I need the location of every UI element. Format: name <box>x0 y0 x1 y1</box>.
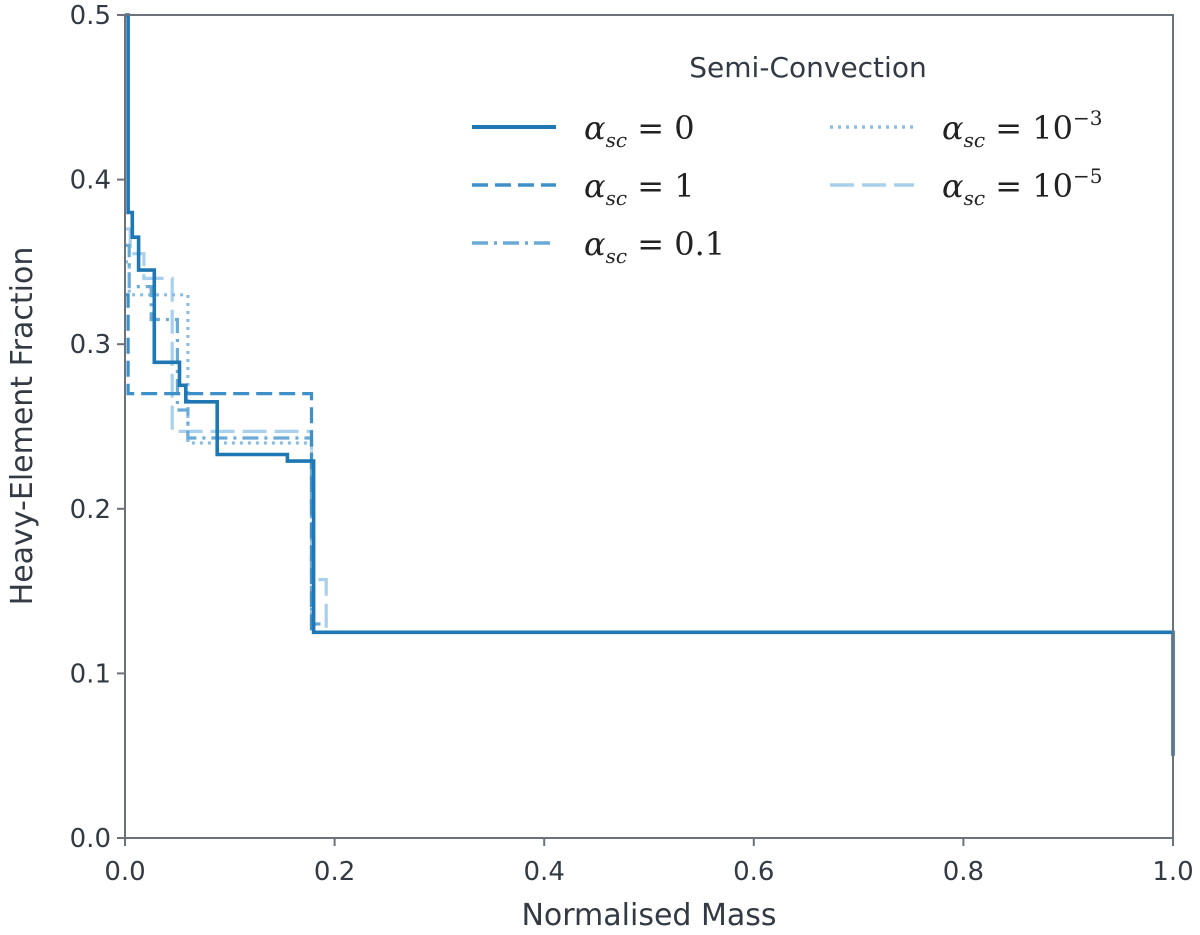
legend-subscript: sc <box>964 186 985 210</box>
legend-label: αsc = 10−3 <box>942 106 1102 152</box>
series-line <box>125 243 1173 634</box>
legend-title: Semi-Convection <box>689 51 926 84</box>
legend-equals: = <box>985 167 1032 205</box>
legend-subscript: sc <box>606 128 627 152</box>
series-line <box>125 13 1175 756</box>
legend-alpha: α <box>584 167 606 205</box>
legend-alpha: α <box>584 225 606 263</box>
series-line <box>125 227 1173 634</box>
legend-equals: = <box>627 109 674 147</box>
legend-value: 0 <box>674 109 694 147</box>
y-tick-label: 0.0 <box>70 824 111 854</box>
legend-label: αsc = 10−5 <box>942 164 1102 210</box>
x-tick-label: 0.8 <box>943 857 984 887</box>
y-tick-label: 0.5 <box>70 1 111 31</box>
legend-alpha: α <box>942 109 964 147</box>
y-tick-label: 0.2 <box>70 495 111 525</box>
legend-value: 10 <box>1032 109 1073 147</box>
legend-alpha: α <box>942 167 964 205</box>
x-tick-label: 1.0 <box>1152 857 1193 887</box>
legend-value: 10 <box>1032 167 1073 205</box>
legend-value: 1 <box>674 167 694 205</box>
legend-label: αsc = 0.1 <box>584 225 725 268</box>
legend-value: 0.1 <box>674 225 725 263</box>
plot-area <box>125 15 1173 838</box>
series-lines <box>125 13 1175 756</box>
y-tick-label: 0.1 <box>70 659 111 689</box>
legend-equals: = <box>627 225 674 263</box>
y-axis-title: Heavy-Element Fraction <box>5 247 40 606</box>
legend-exponent: −3 <box>1073 106 1102 130</box>
legend-exponent: −5 <box>1073 164 1102 188</box>
legend-label: αsc = 0 <box>584 109 695 152</box>
plot-frame <box>124 14 1174 839</box>
x-tick-label: 0.4 <box>524 857 565 887</box>
legend-label: αsc = 1 <box>584 167 695 210</box>
legend-equals: = <box>985 109 1032 147</box>
legend-subscript: sc <box>606 244 627 268</box>
legend-equals: = <box>627 167 674 205</box>
legend-alpha: α <box>584 109 606 147</box>
legend-subscript: sc <box>964 128 985 152</box>
x-axis-title: Normalised Mass <box>521 898 776 933</box>
y-tick-label: 0.4 <box>70 166 111 196</box>
x-tick-label: 0.0 <box>104 857 145 887</box>
y-tick-label: 0.3 <box>70 330 111 360</box>
x-tick-label: 0.2 <box>314 857 355 887</box>
axis-ticks: 0.0 0.2 0.4 0.6 0.8 1.0 0.0 0.1 0.2 0.3 0.4 0.5 <box>70 1 1194 887</box>
x-tick-label: 0.6 <box>733 857 774 887</box>
legend-subscript: sc <box>606 186 627 210</box>
